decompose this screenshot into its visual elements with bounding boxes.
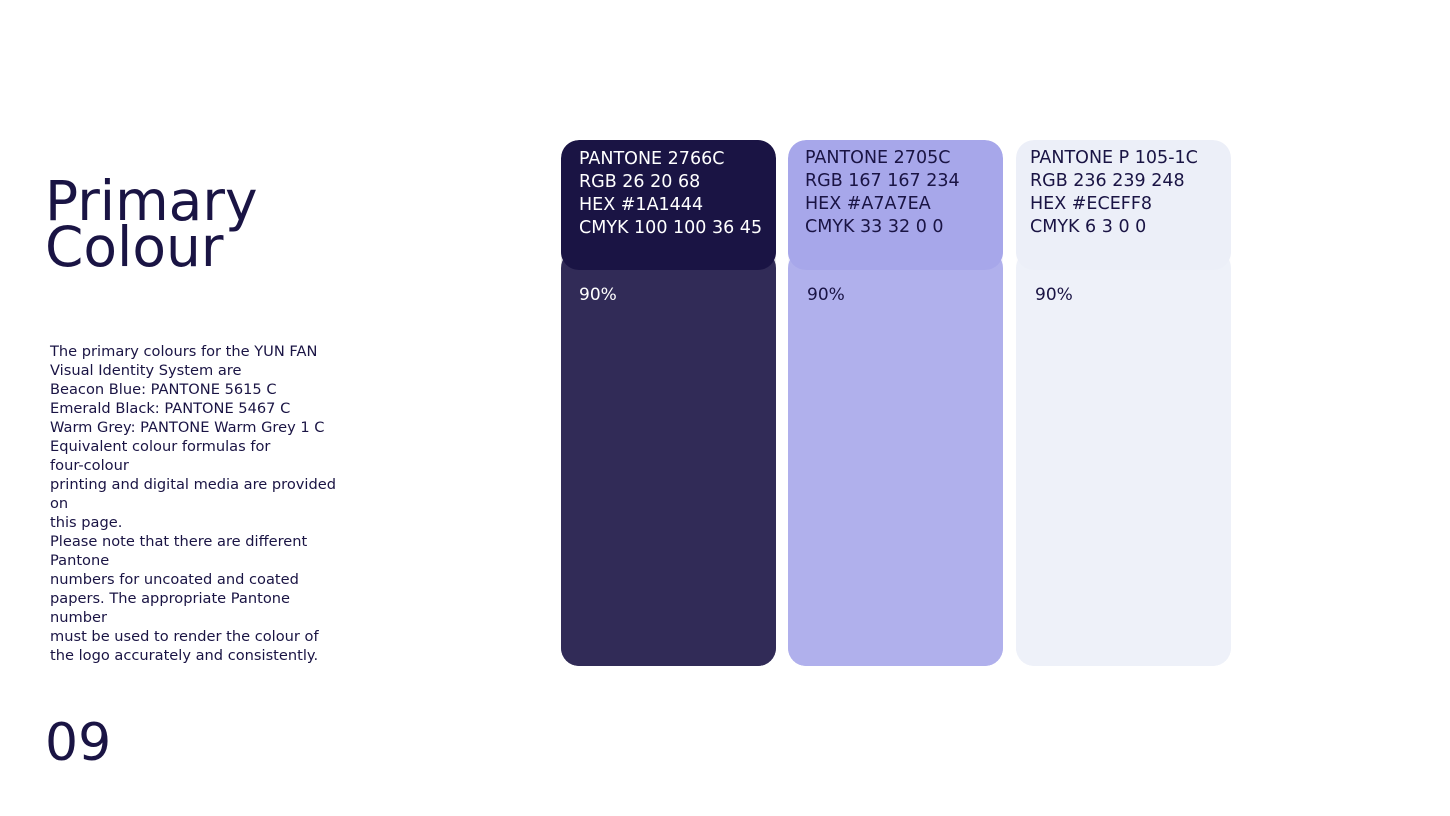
colour-spec-line: RGB 26 20 68 — [579, 172, 701, 192]
description-line: printing and digital media are provided — [50, 476, 336, 493]
description-line: papers. The appropriate Pantone — [50, 590, 291, 607]
description-line: the logo accurately and consistently. — [50, 647, 319, 664]
description-line: number — [50, 609, 107, 626]
colour-spec-line: PANTONE P 105-1C — [1030, 148, 1198, 168]
description-line: Warm Grey: PANTONE Warm Grey 1 C — [50, 419, 325, 436]
swatch-header: PANTONE P 105-1C RGB 236 239 248 HEX #ECEF… — [1016, 140, 1231, 270]
description-line: this page. — [50, 514, 123, 531]
colour-spec-line: PANTONE 2766C — [579, 149, 725, 169]
colour-spec-line: HEX #A7A7EA — [805, 194, 931, 214]
description-line: Emerald Black: PANTONE 5467 C — [50, 400, 291, 417]
description-line: four-colour — [50, 457, 129, 474]
colour-spec-line: PANTONE 2705C — [805, 148, 951, 168]
description-line: on — [50, 495, 69, 512]
title-line-1: Primary — [45, 169, 258, 233]
tint-label: 90% — [807, 285, 845, 305]
description-line: Beacon Blue: PANTONE 5615 C — [50, 381, 277, 398]
colour-spec-line: CMYK 33 32 0 0 — [805, 217, 944, 237]
tint-label: 90% — [1035, 285, 1073, 305]
colour-spec-line: HEX #ECEFF8 — [1030, 194, 1153, 214]
swatch-column: 10%20%30%40%50%60%70%80%90%PANTONE 2705C… — [788, 140, 1003, 666]
description-line: Equivalent colour formulas for — [50, 438, 271, 455]
page-number: 09 — [45, 713, 112, 773]
description-line: The primary colours for the YUN FAN — [50, 343, 318, 360]
title-line-2: Colour — [45, 215, 224, 279]
colour-spec-line: CMYK 100 100 36 45 — [579, 218, 763, 238]
tint-label: 90% — [579, 285, 617, 305]
colour-spec-line: CMYK 6 3 0 0 — [1030, 217, 1147, 237]
description-line: must be used to render the colour of — [50, 628, 319, 645]
tint-swatch: 90% — [1016, 250, 1231, 666]
colour-spec-line: RGB 167 167 234 — [805, 171, 960, 191]
description-line: Pantone — [50, 552, 110, 569]
tint-swatch: 90% — [561, 250, 776, 666]
colour-spec-line: RGB 236 239 248 — [1030, 171, 1185, 191]
description-line: numbers for uncoated and coated — [50, 571, 299, 588]
description-line: Please note that there are different — [50, 533, 308, 550]
tint-swatch: 90% — [788, 250, 1003, 666]
description-line: Visual Identity System are — [50, 362, 242, 379]
swatch-column: 10%20%30%40%50%60%70%80%90%PANTONE P 105… — [1016, 140, 1231, 666]
description-text: The primary colours for the YUN FAN Visua… — [50, 342, 350, 665]
swatch-header: PANTONE 2766C RGB 26 20 68 HEX #1A1444 CMYK… — [561, 140, 776, 270]
swatch-column: 10%20%30%40%50%60%70%80%90%PANTONE 2766C… — [561, 140, 776, 666]
swatch-header: PANTONE 2705C RGB 167 167 234 HEX #A7A7EA C… — [788, 140, 1003, 270]
page-title: Primary Colour — [45, 169, 258, 279]
colour-spec-line: HEX #1A1444 — [579, 195, 704, 215]
